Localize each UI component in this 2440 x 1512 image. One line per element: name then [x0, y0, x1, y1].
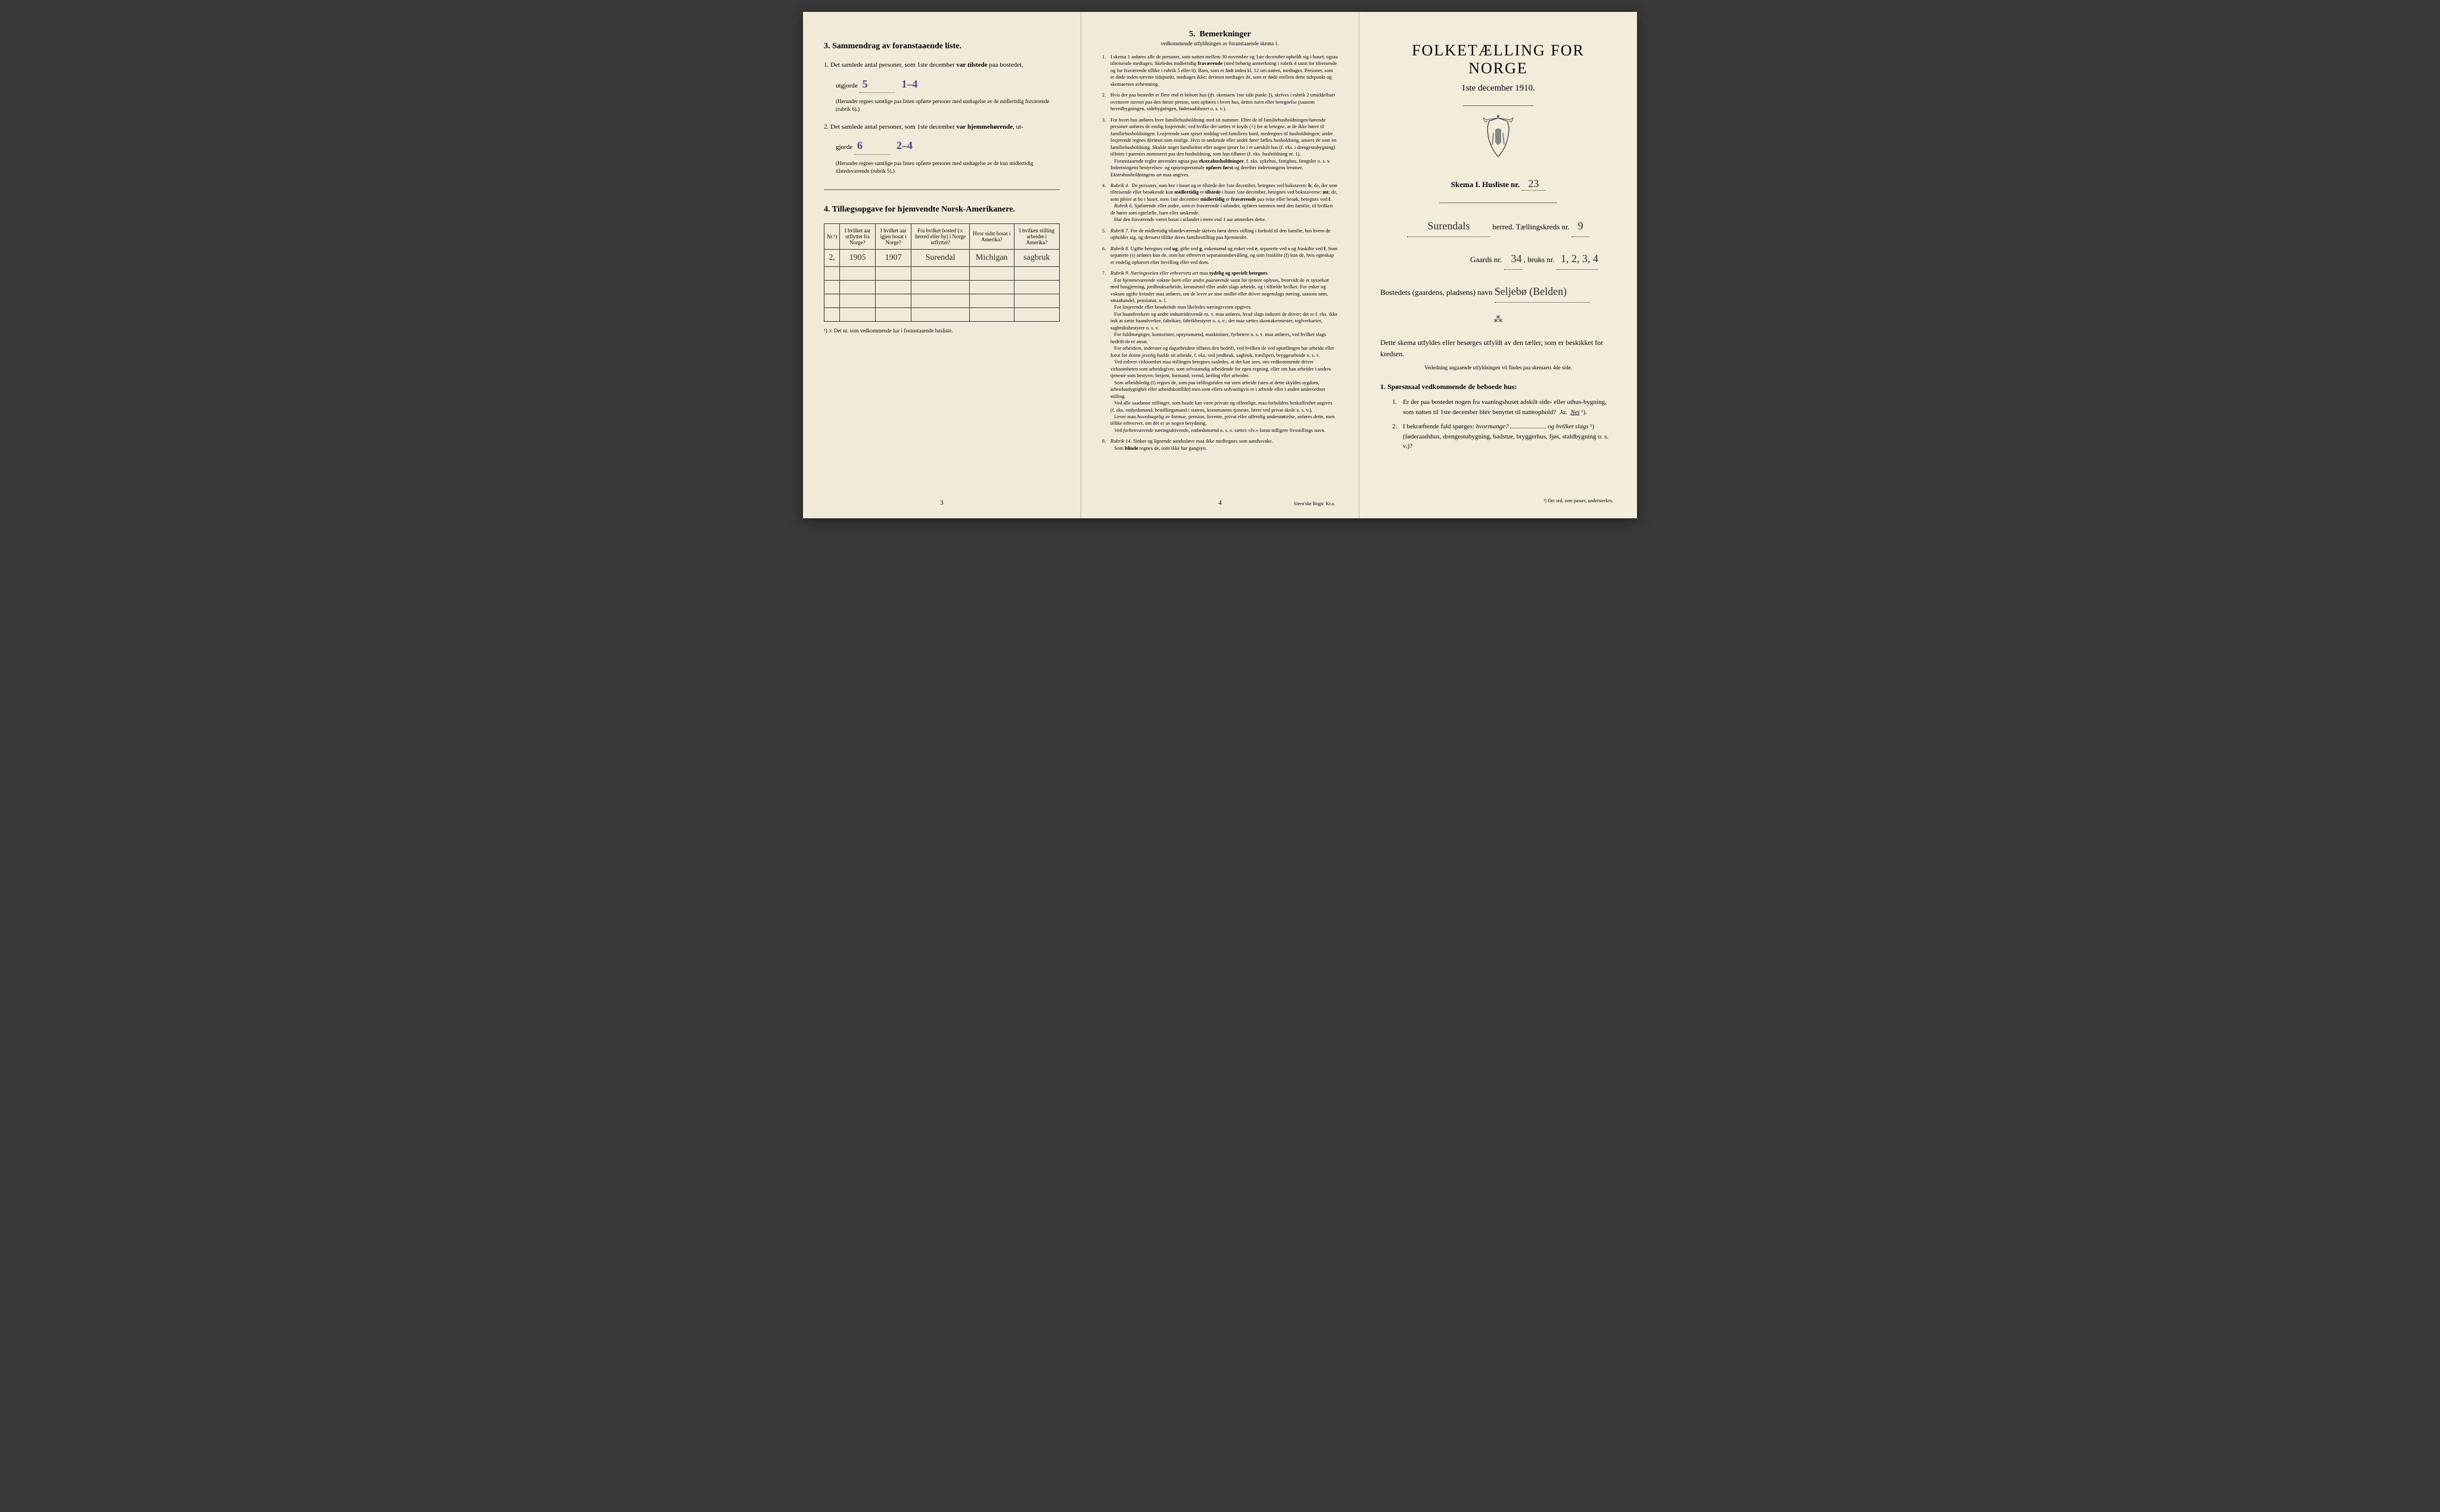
- rule-item: 3.For hvert hus anføres hver familiehush…: [1102, 117, 1338, 178]
- rule-item: 8.Rubrik 14. Sinker og lignende aandsslø…: [1102, 438, 1338, 452]
- rule-item: 4.Rubrik 4. De personer, som bor i huset…: [1102, 182, 1338, 223]
- th-back: I hvilket aar igjen bosat i Norge?: [875, 224, 911, 250]
- kreds-nr: 9: [1571, 215, 1589, 237]
- line1-values: utgjorde 5 1–4: [824, 76, 1060, 94]
- husliste-nr: 23: [1521, 178, 1545, 191]
- table-row: [824, 281, 1060, 294]
- middle-panel: 5. Bemerkninger vedkommende utfyldningen…: [1081, 12, 1359, 518]
- instruction2: Veiledning angaaende utfyldningen vil fi…: [1380, 365, 1616, 371]
- divider: [824, 189, 1060, 190]
- val1a: 5: [859, 76, 895, 94]
- rules-list: 1.I skema 1 anføres alle de personer, so…: [1102, 54, 1338, 452]
- line1: 1. Det samlede antal personer, som 1ste …: [824, 60, 1060, 71]
- bosted-val: Seljebø (Belden): [1495, 281, 1590, 303]
- rule-item: 1.I skema 1 anføres alle de personer, so…: [1102, 54, 1338, 88]
- table-row: [824, 267, 1060, 281]
- line2-values: gjorde 6 2–4: [824, 137, 1060, 155]
- gaards-row: Gaards nr. 34 , bruks nr. 1, 2, 3, 4: [1380, 248, 1616, 270]
- question2: 2. I bekræftende fald spørges: hvormange…: [1392, 422, 1616, 452]
- bruks-nr: 1, 2, 3, 4: [1557, 248, 1598, 270]
- table-header-row: Nr.¹) I hvilket aar utflyttet fra Norge?…: [824, 224, 1060, 250]
- page-number: 3: [940, 499, 944, 506]
- th-from: Fra hvilket bosted (ɔ: herred eller by) …: [911, 224, 969, 250]
- rule-item: 7.Rubrik 9. Næringsveien eller erhvervet…: [1102, 270, 1338, 434]
- table-footnote: ¹) ɔ: Det nr. som vedkommende har i fora…: [824, 328, 1060, 334]
- table-row: 2, 1905 1907 Surendal Michigan sagbruk: [824, 250, 1060, 267]
- bosted-row: Bostedets (gaardens, pladsens) navn Selj…: [1380, 281, 1616, 303]
- cell-4: Michigan: [969, 250, 1014, 267]
- mid-title: 5. Bemerkninger: [1102, 30, 1338, 39]
- instruction1: Dette skema utfyldes eller besørges utfy…: [1380, 337, 1616, 360]
- printer-mark: Steen'ske Bogtr. Kr.a.: [1294, 501, 1335, 506]
- herred-row: Surendals herred. Tællingskreds nr. 9: [1380, 215, 1616, 237]
- val1b: 1–4: [901, 78, 917, 90]
- date-line: 1ste december 1910.: [1380, 83, 1616, 94]
- cell-5: sagbruk: [1014, 250, 1059, 267]
- right-panel: FOLKETÆLLING FOR NORGE 1ste december 191…: [1359, 12, 1637, 518]
- left-panel: 3. Sammendrag av foranstaaende liste. 1.…: [803, 12, 1081, 518]
- page-number: 4: [1218, 499, 1222, 506]
- line2: 2. Det samlede antal personer, som 1ste …: [824, 122, 1060, 133]
- val2b: 2–4: [897, 139, 913, 151]
- th-work: I hvilken stilling arbeidet i Amerika?: [1014, 224, 1059, 250]
- coat-of-arms: [1380, 115, 1616, 163]
- question-header: 1. Spørsmaal vedkommende de beboede hus:: [1380, 382, 1616, 391]
- herred-val: Surendals: [1407, 215, 1490, 237]
- right-footnote: ¹) Det ord, som passer, understrekes.: [1543, 498, 1613, 503]
- ornament: ⁂: [1380, 313, 1616, 325]
- main-title: FOLKETÆLLING FOR NORGE: [1380, 42, 1616, 77]
- mid-subtitle: vedkommende utfyldningen av foranstaaend…: [1102, 41, 1338, 46]
- table-row: [824, 294, 1060, 308]
- rule-item: 6.Rubrik 8. Ugifte betegnes ved ug, gift…: [1102, 245, 1338, 266]
- emigrant-table: Nr.¹) I hvilket aar utflyttet fra Norge?…: [824, 223, 1060, 322]
- cell-3: Surendal: [911, 250, 969, 267]
- th-where: Hvor sidst bosat i Amerika?: [969, 224, 1014, 250]
- trifold-document: 3. Sammendrag av foranstaaende liste. 1.…: [803, 12, 1637, 518]
- note1: (Herunder regnes samtlige paa listen opf…: [824, 98, 1060, 113]
- gaards-nr: 34: [1504, 248, 1522, 270]
- rule-item: 2.Hvis der paa bostedet er flere end ét …: [1102, 92, 1338, 112]
- cell-2: 1907: [875, 250, 911, 267]
- section4-header: 4. Tillægsopgave for hjemvendte Norsk-Am…: [824, 205, 1060, 214]
- cell-1: 1905: [839, 250, 875, 267]
- th-nr: Nr.¹): [824, 224, 840, 250]
- rule-item: 5.Rubrik 7. For de midlertidig tilstedev…: [1102, 228, 1338, 241]
- answer-nei: Nei: [1570, 409, 1579, 416]
- section3-header: 3. Sammendrag av foranstaaende liste.: [824, 42, 1060, 51]
- title-underline: [1463, 105, 1534, 106]
- th-out: I hvilket aar utflyttet fra Norge?: [839, 224, 875, 250]
- question1: 1. Er der paa bostedet nogen fra vaaning…: [1392, 397, 1616, 417]
- skema-line: Skema I. Husliste nr. 23: [1380, 178, 1616, 191]
- table-row: [824, 308, 1060, 322]
- val2a: 6: [854, 137, 890, 155]
- note2: (Herunder regnes samtlige paa listen opf…: [824, 160, 1060, 175]
- cell-nr: 2,: [824, 250, 840, 267]
